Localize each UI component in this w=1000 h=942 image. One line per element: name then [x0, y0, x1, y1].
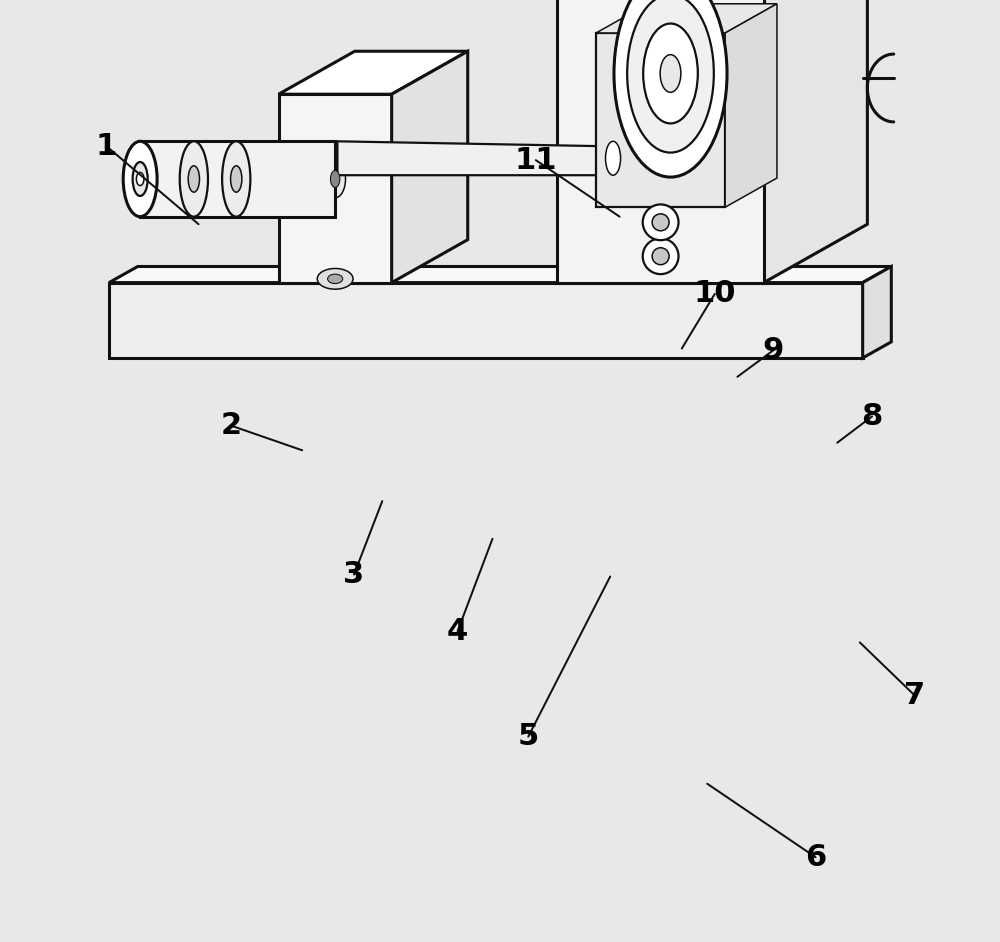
Ellipse shape [330, 171, 340, 187]
Text: 10: 10 [694, 280, 736, 308]
Ellipse shape [643, 238, 679, 274]
Polygon shape [863, 267, 891, 358]
Ellipse shape [606, 141, 621, 175]
Ellipse shape [123, 141, 157, 217]
Text: 11: 11 [515, 146, 557, 174]
Text: 7: 7 [904, 681, 925, 709]
Ellipse shape [188, 166, 200, 192]
Ellipse shape [325, 160, 346, 198]
Ellipse shape [328, 274, 343, 284]
Ellipse shape [222, 141, 250, 217]
Polygon shape [725, 4, 777, 207]
Text: 8: 8 [861, 402, 883, 430]
Text: 5: 5 [518, 723, 539, 751]
Ellipse shape [133, 162, 148, 196]
Polygon shape [596, 33, 725, 207]
Polygon shape [392, 51, 468, 283]
Text: 2: 2 [221, 412, 242, 440]
Ellipse shape [660, 55, 681, 92]
Ellipse shape [652, 214, 669, 231]
Text: 6: 6 [805, 843, 826, 871]
Polygon shape [140, 141, 335, 217]
Polygon shape [557, 0, 764, 283]
Polygon shape [764, 0, 867, 283]
Polygon shape [279, 51, 468, 94]
Polygon shape [337, 141, 613, 175]
Ellipse shape [180, 141, 208, 217]
Text: 9: 9 [762, 336, 784, 365]
Polygon shape [109, 283, 863, 358]
Text: 3: 3 [343, 560, 365, 589]
Polygon shape [109, 267, 891, 283]
Ellipse shape [643, 204, 679, 240]
Text: 1: 1 [96, 132, 117, 160]
Ellipse shape [652, 248, 669, 265]
Ellipse shape [136, 172, 144, 186]
Ellipse shape [231, 166, 242, 192]
Ellipse shape [643, 24, 698, 123]
Polygon shape [596, 4, 777, 33]
Ellipse shape [317, 268, 353, 289]
Ellipse shape [614, 0, 727, 177]
Text: 4: 4 [447, 617, 468, 645]
Polygon shape [279, 94, 392, 283]
Ellipse shape [627, 0, 714, 153]
